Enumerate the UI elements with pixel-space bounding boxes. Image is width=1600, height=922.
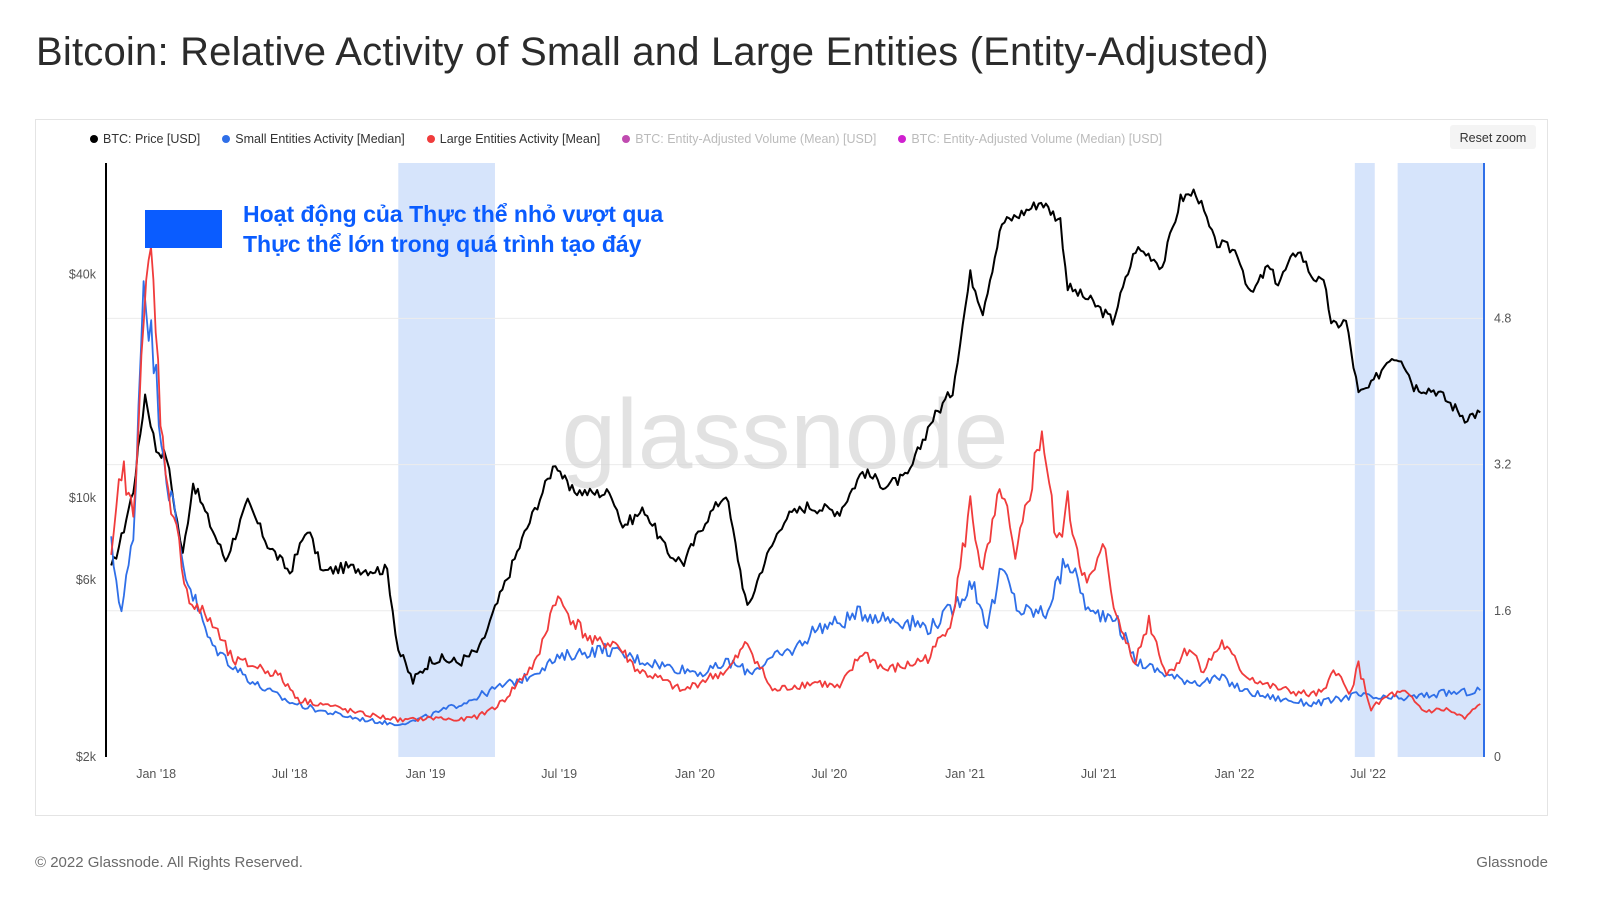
y-left-tick-label: $2k	[76, 750, 97, 764]
series-line	[110, 246, 1481, 723]
x-tick-label: Jul '22	[1350, 767, 1386, 781]
legend-label: Small Entities Activity [Median]	[235, 132, 405, 146]
x-tick-label: Jul '20	[811, 767, 847, 781]
y-left-tick-label: $40k	[69, 268, 97, 282]
legend-dot-icon	[426, 135, 435, 143]
series-line	[110, 188, 1481, 685]
reset-zoom-button[interactable]: Reset zoom	[1450, 125, 1536, 149]
legend-item[interactable]: Large Entities Activity [Mean]	[426, 132, 601, 146]
legend-dot-icon	[898, 135, 907, 143]
annotation-line-1: Hoạt động của Thực thể nhỏ vượt qua	[243, 201, 664, 227]
x-tick-label: Jul '19	[541, 767, 577, 781]
legend-label: Large Entities Activity [Mean]	[439, 132, 601, 146]
legend-dot-icon	[222, 135, 231, 143]
y-right-tick-label: 1.6	[1494, 604, 1511, 618]
x-tick-label: Jan '22	[1215, 767, 1255, 781]
legend-item[interactable]: BTC: Price [USD]	[90, 132, 200, 146]
x-tick-label: Jul '21	[1081, 767, 1117, 781]
page-title: Bitcoin: Relative Activity of Small and …	[36, 30, 1269, 74]
x-tick-label: Jan '18	[136, 767, 176, 781]
annotation-line-2: Thực thể lớn trong quá trình tạo đáy	[243, 231, 642, 257]
legend-item[interactable]: Small Entities Activity [Median]	[222, 132, 405, 146]
y-left-tick-label: $6k	[76, 573, 97, 587]
legend-label: BTC: Entity-Adjusted Volume (Median) [US…	[911, 132, 1163, 146]
highlight-band	[1397, 163, 1484, 757]
legend-dot-icon	[90, 135, 98, 143]
legend-item[interactable]: BTC: Entity-Adjusted Volume (Median) [US…	[898, 132, 1162, 146]
legend: BTC: Price [USD] Small Entities Activity …	[90, 132, 1162, 146]
y-left-tick-label: $10k	[69, 491, 97, 505]
legend-label: BTC: Entity-Adjusted Volume (Mean) [USD]	[635, 132, 877, 146]
annotation-text: Hoạt động của Thực thể nhỏ vượt qua Thực…	[243, 199, 663, 259]
y-right-tick-label: 4.8	[1494, 311, 1511, 325]
annotation-swatch	[145, 210, 222, 248]
x-tick-label: Jan '20	[675, 767, 715, 781]
y-right-tick-label: 3.2	[1494, 458, 1511, 472]
chart-frame	[35, 119, 1548, 816]
y-right-tick-label: 0	[1494, 750, 1501, 764]
series-line	[110, 280, 1481, 727]
x-tick-label: Jan '21	[945, 767, 985, 781]
footer-brand: Glassnode	[1476, 854, 1548, 871]
x-tick-label: Jan '19	[406, 767, 446, 781]
highlight-band	[398, 163, 495, 757]
x-tick-label: Jul '18	[272, 767, 308, 781]
highlight-band	[1354, 163, 1375, 757]
watermark: glassnode	[562, 379, 1009, 489]
legend-dot-icon	[622, 135, 631, 143]
legend-item[interactable]: BTC: Entity-Adjusted Volume (Mean) [USD]	[622, 132, 876, 146]
legend-label: BTC: Price [USD]	[103, 132, 201, 146]
copyright-text: © 2022 Glassnode. All Rights Reserved.	[35, 854, 303, 871]
